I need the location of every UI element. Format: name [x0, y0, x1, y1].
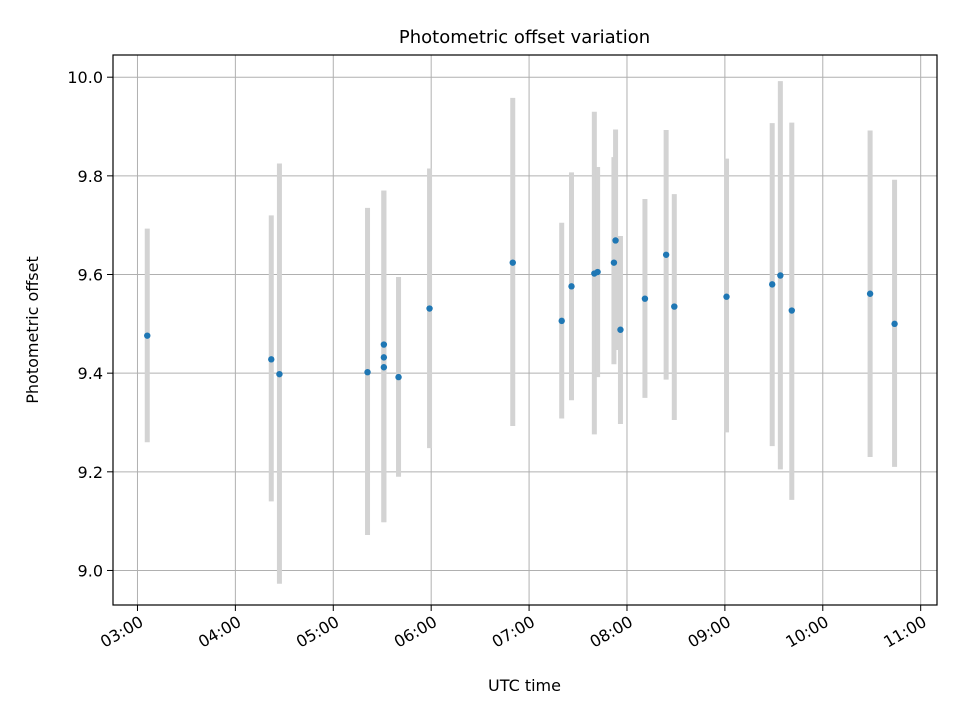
- data-point: [866, 290, 874, 297]
- plot-frame: [112, 54, 938, 606]
- y-tick-label: 9.8: [78, 167, 103, 186]
- y-axis: 9.0 9.2 9.4 9.6 9.8 10.0: [67, 68, 113, 580]
- data-point: [723, 293, 730, 300]
- data-point: [612, 237, 619, 244]
- data-point: [788, 307, 795, 314]
- data-point: [558, 317, 565, 325]
- y-tick-label: 9.0: [78, 561, 103, 580]
- y-tick-label: 9.6: [78, 266, 103, 285]
- data-point: [594, 268, 601, 276]
- data-point: [364, 368, 371, 376]
- data-point: [891, 320, 898, 328]
- data-point: [380, 341, 388, 348]
- data-points: [144, 237, 898, 381]
- y-axis-label: Photometric offset: [23, 256, 42, 404]
- data-point: [276, 370, 283, 378]
- data-point: [769, 281, 776, 288]
- data-point: [671, 303, 678, 310]
- y-tick-label: 9.4: [78, 364, 103, 383]
- data-point: [617, 326, 624, 333]
- data-point: [144, 332, 151, 339]
- data-point: [662, 251, 670, 258]
- y-tick-label: 10.0: [67, 68, 103, 87]
- chart-title: Photometric offset variation: [399, 27, 650, 48]
- data-point: [641, 295, 649, 302]
- data-point: [568, 283, 575, 290]
- data-point: [380, 364, 388, 371]
- data-point: [509, 259, 516, 266]
- data-point: [268, 356, 275, 363]
- data-point: [777, 272, 784, 279]
- data-point: [380, 354, 388, 361]
- data-point: [426, 305, 433, 312]
- data-point: [610, 259, 618, 266]
- x-axis-label: UTC time: [488, 676, 561, 695]
- data-point: [395, 373, 402, 381]
- grid-lines: [113, 55, 937, 605]
- y-tick-label: 9.2: [78, 463, 103, 482]
